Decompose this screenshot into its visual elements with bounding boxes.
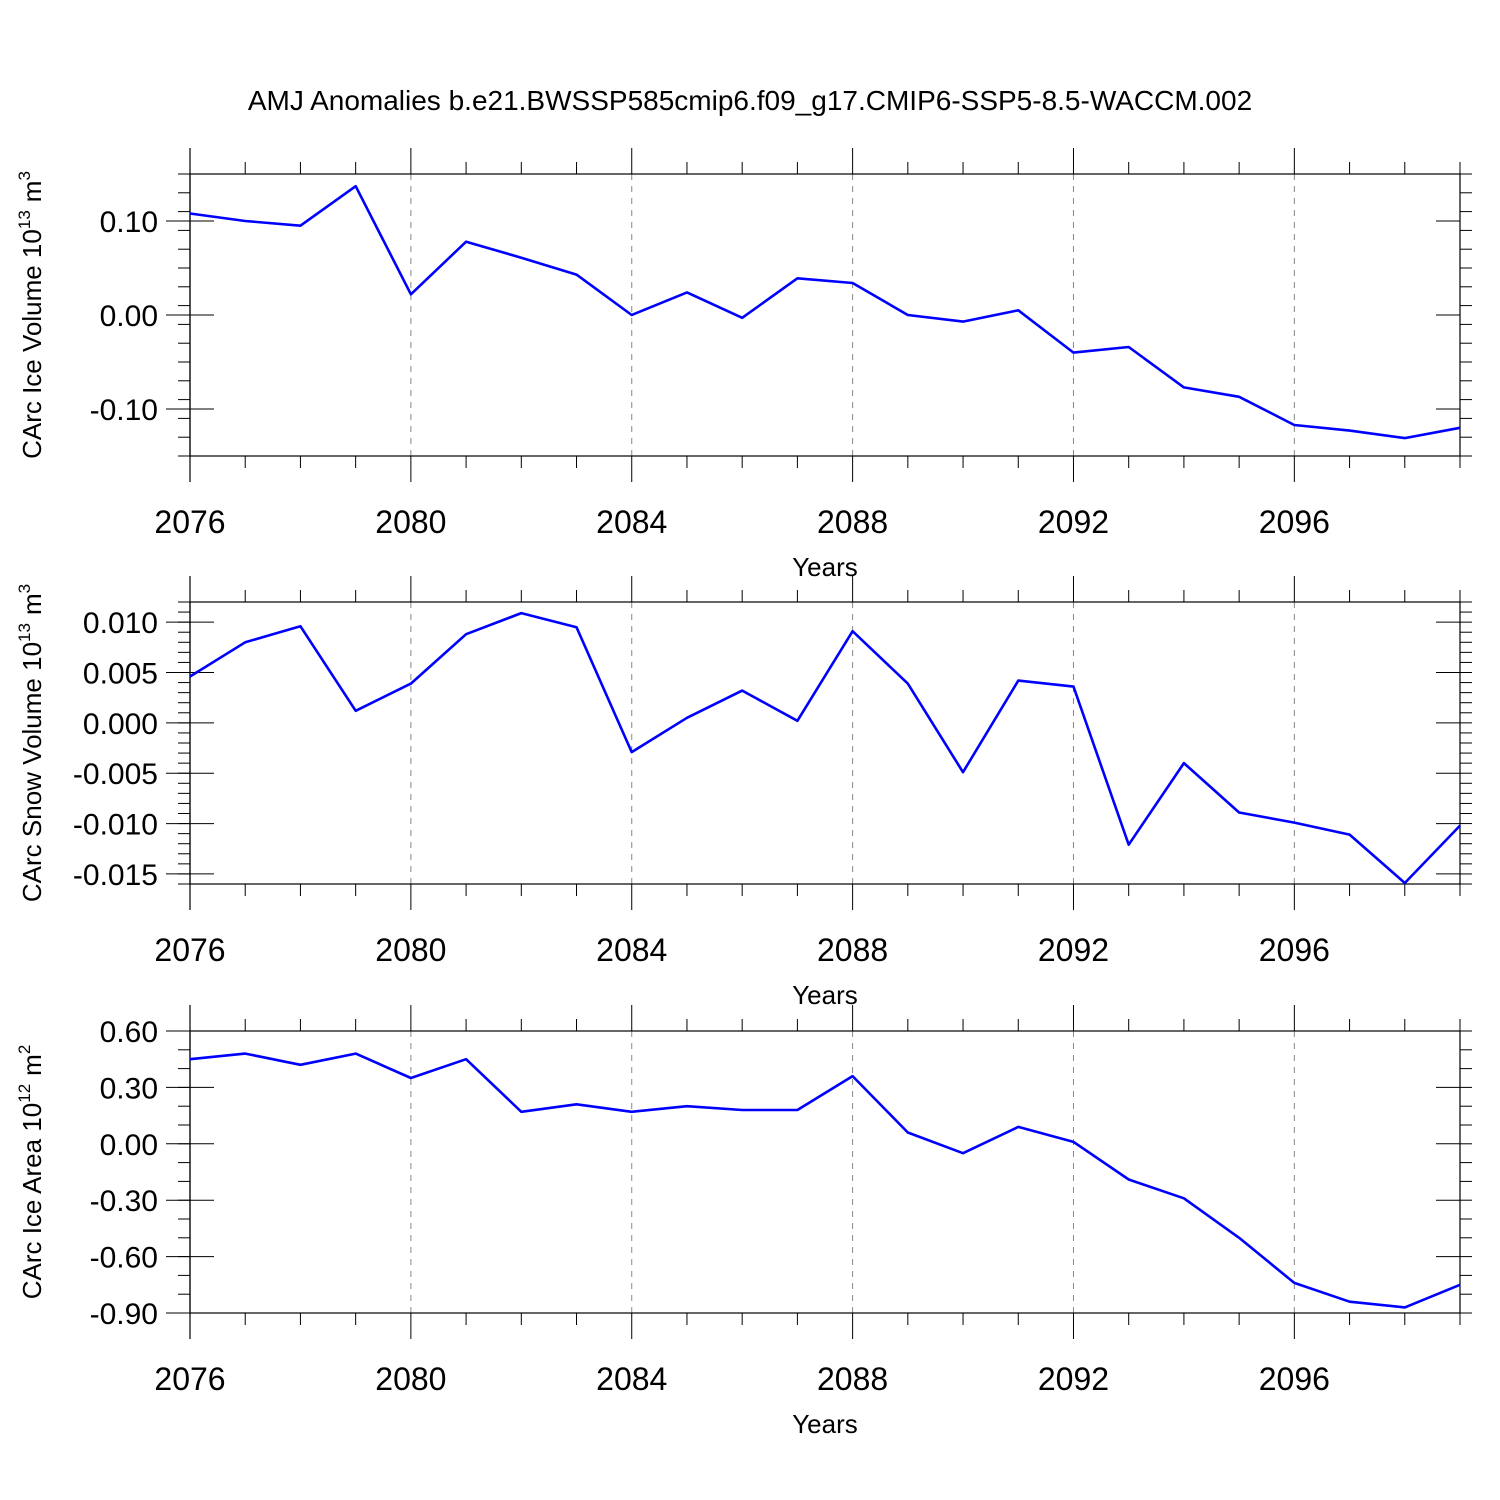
plot-frame xyxy=(189,601,1461,885)
x-tick-label: 2088 xyxy=(817,504,888,540)
x-tick-label: 2084 xyxy=(596,932,667,968)
chart-panel-3: -0.90 -0.60 -0.30 0.00 0.30 0.60 2076 2080 2084 2… xyxy=(15,1005,1472,1439)
y-tick-label: -0.30 xyxy=(90,1185,158,1218)
x-tick-label: 2092 xyxy=(1038,1361,1109,1397)
figure-title: AMJ Anomalies b.e21.BWSSP585cmip6.f09_g1… xyxy=(248,85,1252,116)
y-axis-title-part: 2 xyxy=(15,1045,34,1054)
x-tick-label: 2080 xyxy=(375,504,446,540)
x-tick-label: 2076 xyxy=(154,1361,225,1397)
y-tick-label: -0.60 xyxy=(90,1242,158,1275)
y-axis-title: CArc Ice Area 1012 m2 xyxy=(15,1045,47,1300)
y-tick-label: -0.010 xyxy=(73,809,158,842)
y-tick-label: 0.30 xyxy=(100,1072,158,1105)
chart-panel-1: -0.10 0.00 0.10 2076 2080 2084 2088 2092 2096 Yea… xyxy=(15,148,1472,582)
y-tick-label: 0.000 xyxy=(83,708,158,741)
y-tick-label: 0.10 xyxy=(100,206,158,239)
x-tick-label: 2096 xyxy=(1259,932,1330,968)
x-axis-title: Years xyxy=(792,980,858,1010)
y-axis-title-part: m xyxy=(17,593,47,615)
x-tick-label: 2096 xyxy=(1259,1361,1330,1397)
chart-panel-2: -0.015 -0.010 -0.005 0.000 0.005 0.010 2076 208… xyxy=(15,576,1472,1010)
x-tick-label: 2076 xyxy=(154,932,225,968)
data-line xyxy=(189,1052,1461,1309)
y-axis-title-part: m xyxy=(17,1054,47,1076)
y-axis-title-part: CArc Snow Volume 10 xyxy=(17,642,47,902)
x-axis-title: Years xyxy=(792,552,858,582)
x-axis-title: Years xyxy=(792,1409,858,1439)
y-axis-title: CArc Ice Volume 1013 m3 xyxy=(15,171,47,459)
data-line xyxy=(189,184,1461,440)
x-tick-label: 2092 xyxy=(1038,504,1109,540)
x-tick-label: 2088 xyxy=(817,1361,888,1397)
x-tick-label: 2096 xyxy=(1259,504,1330,540)
x-tick-label: 2084 xyxy=(596,504,667,540)
x-tick-label: 2080 xyxy=(375,1361,446,1397)
y-tick-label: -0.015 xyxy=(73,859,158,892)
y-axis-title-part: CArc Ice Area 10 xyxy=(17,1103,47,1300)
y-axis-title-part: 12 xyxy=(15,1084,34,1103)
y-tick-label: -0.90 xyxy=(90,1298,158,1331)
y-tick-label: 0.00 xyxy=(100,1129,158,1162)
plot-frame xyxy=(189,1030,1461,1314)
y-tick-label: 0.00 xyxy=(100,300,158,333)
y-axis-title-part: 3 xyxy=(15,171,34,180)
y-tick-label: 0.010 xyxy=(83,607,158,640)
x-tick-label: 2088 xyxy=(817,932,888,968)
x-tick-label: 2084 xyxy=(596,1361,667,1397)
y-axis-title-part: m xyxy=(17,181,47,203)
y-axis-title-part: 13 xyxy=(15,623,34,642)
y-tick-label: -0.10 xyxy=(90,394,158,427)
y-axis-title-part: 13 xyxy=(15,210,34,229)
y-axis-title: CArc Snow Volume 1013 m3 xyxy=(15,584,47,902)
y-tick-label: -0.005 xyxy=(73,758,158,791)
y-axis-title-part: CArc Ice Volume 10 xyxy=(17,229,47,459)
x-tick-label: 2076 xyxy=(154,504,225,540)
x-tick-label: 2092 xyxy=(1038,932,1109,968)
y-tick-label: 0.60 xyxy=(100,1016,158,1049)
data-line xyxy=(189,611,1461,885)
x-tick-label: 2080 xyxy=(375,932,446,968)
y-axis-title-part: 3 xyxy=(15,584,34,593)
y-tick-label: 0.005 xyxy=(83,658,158,691)
